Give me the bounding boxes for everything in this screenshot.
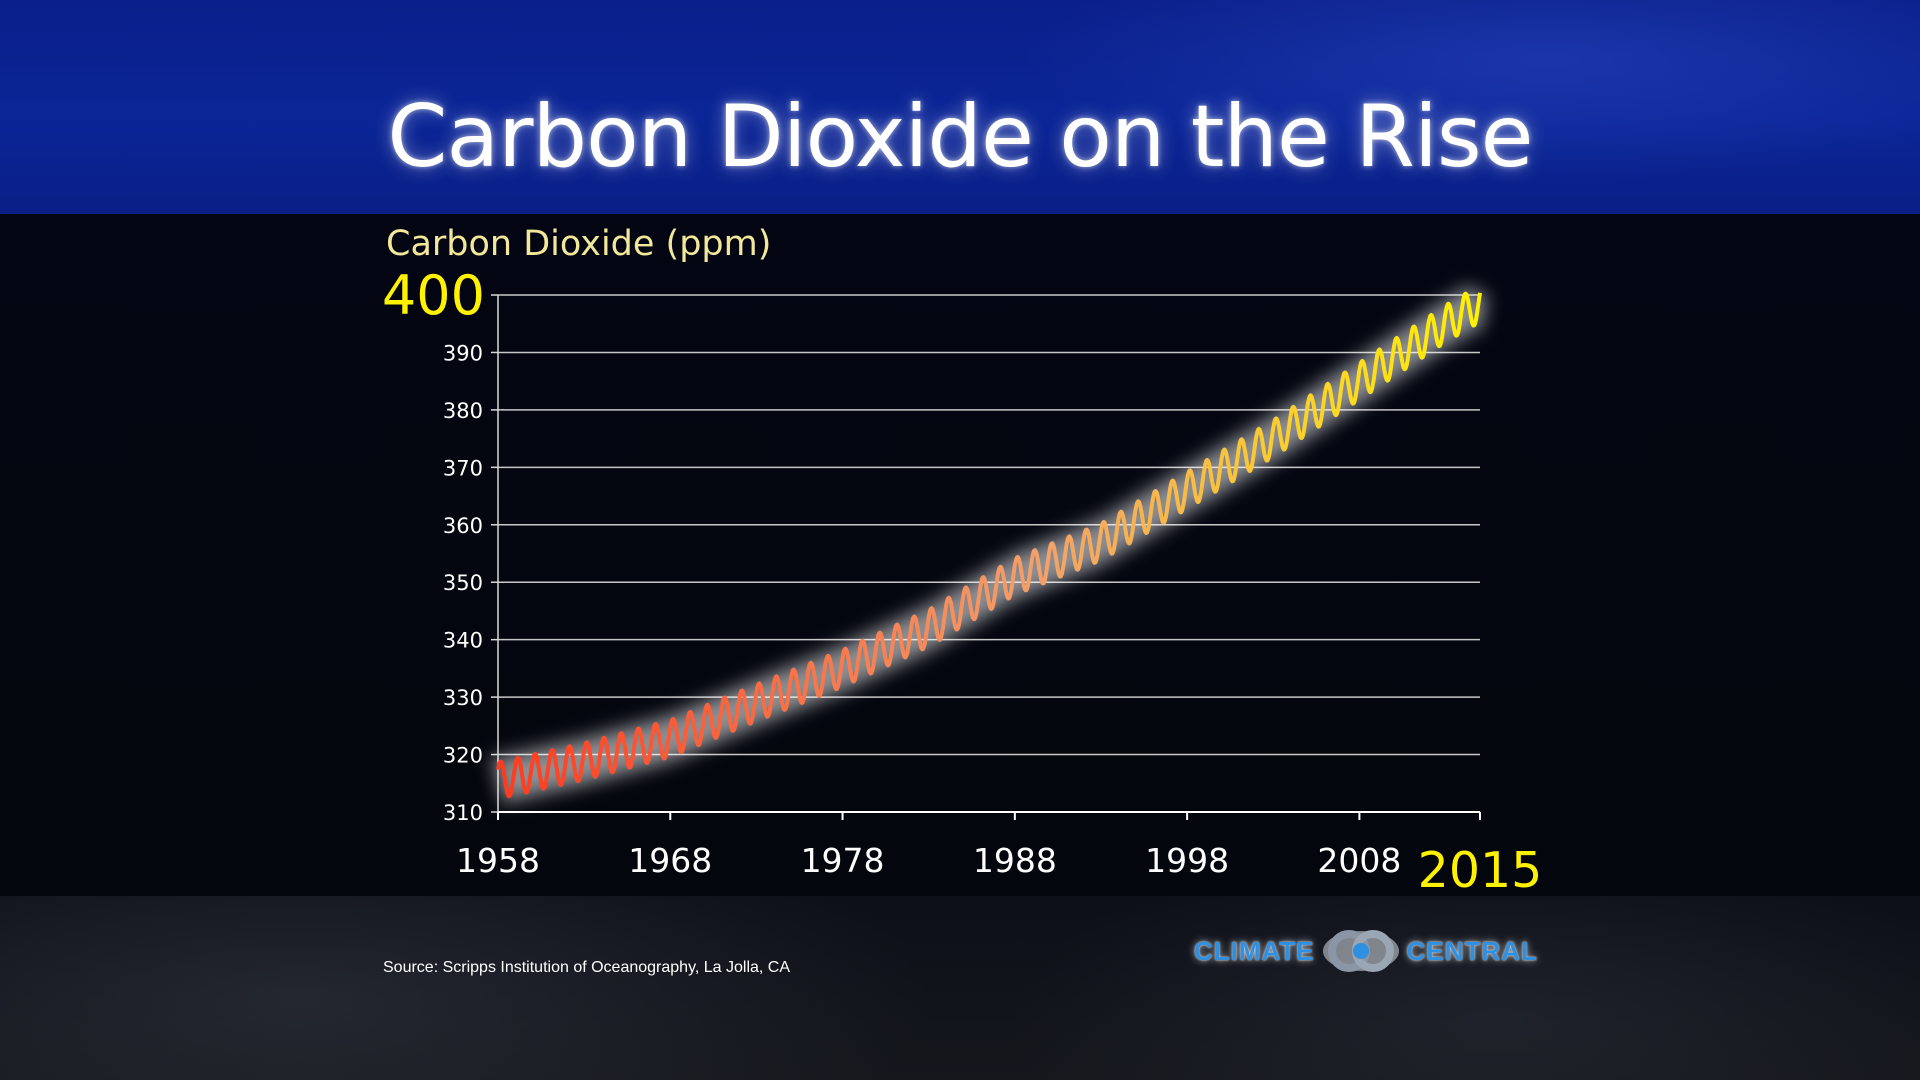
source-note: Source: Scripps Institution of Oceanogra… xyxy=(383,959,791,976)
x-tick-label-1988: 1988 xyxy=(973,841,1057,880)
x-tick-label-1978: 1978 xyxy=(801,841,885,880)
title-band xyxy=(0,0,1920,214)
y-tick-label-330: 330 xyxy=(443,686,483,710)
y-tick-label-320: 320 xyxy=(443,744,483,768)
y-tick-label-400: 400 xyxy=(382,264,485,327)
x-tick-labels: 1958 1968 1978 1988 1998 2008 2015 xyxy=(456,841,1542,899)
x-tick-label-1958: 1958 xyxy=(456,841,540,880)
y-axis-title: Carbon Dioxide (ppm) xyxy=(386,224,772,264)
logo-word-climate: CLIMATE xyxy=(1194,936,1315,966)
climate-central-logo[interactable]: CLIMATE CENTRAL xyxy=(1194,926,1540,976)
y-tick-label-380: 380 xyxy=(443,399,483,423)
x-tick-label-1968: 1968 xyxy=(628,841,712,880)
y-tick-label-390: 390 xyxy=(443,341,483,365)
slide-title: Carbon Dioxide on the Rise xyxy=(387,87,1533,187)
y-tick-labels: 400 390 380 370 360 350 340 330 320 310 xyxy=(382,264,485,825)
co2-series-line xyxy=(496,291,1482,799)
x-tick-label-2008: 2008 xyxy=(1317,841,1401,880)
y-tick-label-360: 360 xyxy=(443,514,483,538)
co2-series-glow xyxy=(491,286,1487,804)
y-tick-label-340: 340 xyxy=(443,629,483,653)
y-tick-label-370: 370 xyxy=(443,456,483,480)
axis-layer xyxy=(491,294,1481,820)
x-tick-label-2015: 2015 xyxy=(1418,842,1543,899)
climate-central-logo-mark-icon xyxy=(1322,930,1399,972)
y-tick-label-350: 350 xyxy=(443,571,483,595)
y-tick-label-310: 310 xyxy=(443,801,483,825)
x-tick-label-1998: 1998 xyxy=(1145,841,1229,880)
grid-layer xyxy=(498,294,1480,756)
logo-word-central: CENTRAL xyxy=(1406,936,1538,966)
chart-background xyxy=(0,214,1920,896)
